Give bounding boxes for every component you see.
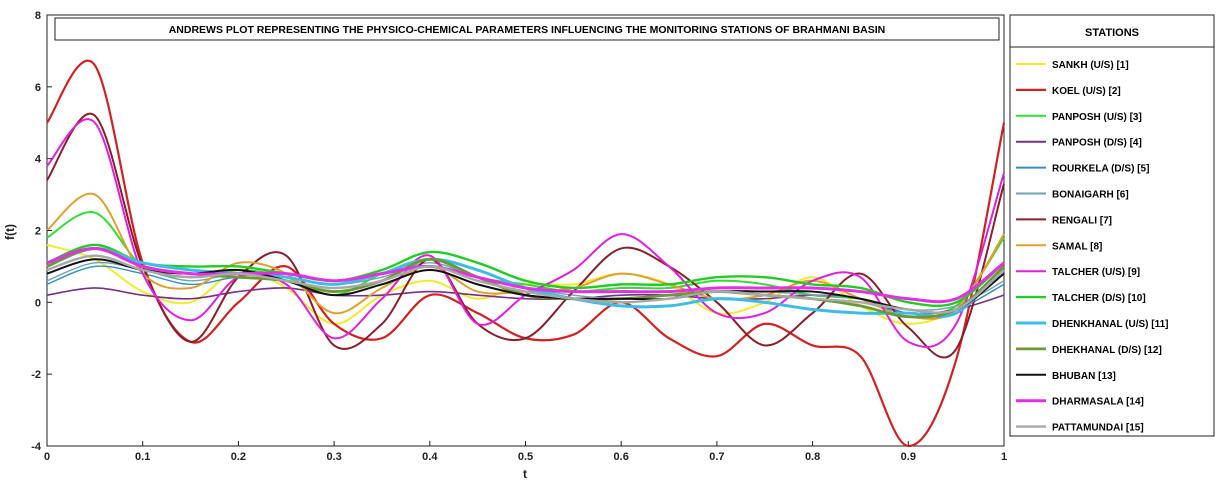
legend-item: PANPOSH (D/S) [4] bbox=[1016, 138, 1142, 149]
legend-item: KOEL (U/S) [2] bbox=[1016, 86, 1121, 97]
legend-label: TALCHER (D/S) [10] bbox=[1052, 293, 1146, 304]
x-tick-label: 0.3 bbox=[326, 451, 341, 463]
legend-label: PANPOSH (D/S) [4] bbox=[1052, 138, 1142, 149]
series-line-14 bbox=[46, 246, 1005, 304]
series-layer bbox=[46, 59, 1006, 448]
x-tick-label: 0.1 bbox=[135, 451, 150, 463]
legend-label: DHENKHANAL (U/S) [11] bbox=[1052, 319, 1169, 330]
legend-item: RENGALI [7] bbox=[1016, 215, 1112, 226]
plot-area bbox=[46, 14, 1005, 447]
y-tick-label: 0 bbox=[35, 297, 41, 309]
legend-label: ROURKELA (D/S) [5] bbox=[1052, 164, 1149, 175]
x-tick-label: 0.9 bbox=[901, 451, 916, 463]
legend-label: DHARMASALA [14] bbox=[1052, 397, 1144, 408]
x-tick-label: 1 bbox=[1001, 451, 1007, 463]
legend-label: PATTAMUNDAI [15] bbox=[1052, 423, 1144, 434]
legend-label: BHUBAN [13] bbox=[1052, 371, 1116, 382]
legend-item: DHEKHANAL (D/S) [12] bbox=[1016, 345, 1162, 356]
x-tick-label: 0.8 bbox=[805, 451, 820, 463]
x-tick-label: 0.6 bbox=[614, 451, 629, 463]
x-tick-label: 0 bbox=[44, 451, 50, 463]
legend-label: RENGALI [7] bbox=[1052, 215, 1112, 226]
y-axis-label: f(t) bbox=[3, 224, 17, 240]
legend-item: BONAIGARH [6] bbox=[1016, 190, 1129, 201]
y-tick-label: -2 bbox=[31, 369, 41, 381]
legend-label: SANKH (U/S) [1] bbox=[1052, 60, 1129, 71]
legend-item: BHUBAN [13] bbox=[1016, 371, 1116, 382]
legend-box bbox=[1009, 14, 1215, 437]
legend-item: DHARMASALA [14] bbox=[1016, 397, 1144, 408]
legend-item: TALCHER (D/S) [10] bbox=[1016, 293, 1146, 304]
chart-title: ANDREWS PLOT REPRESENTING THE PHYSICO-CH… bbox=[169, 24, 886, 36]
legend-item: PANPOSH (U/S) [3] bbox=[1016, 112, 1142, 123]
x-tick-label: 0.5 bbox=[518, 451, 533, 463]
series-line-15 bbox=[46, 254, 1005, 314]
y-tick-label: 8 bbox=[35, 10, 41, 22]
tick-layer: 0 0.1 0.2 0.3 0.4 0.5 0.6 0.7 0.8 0.9 1 -4 -2 0 2 4 6 8 bbox=[31, 10, 1007, 463]
legend-entries: SANKH (U/S) [1] KOEL (U/S) [2] PANPOSH (U/… bbox=[1016, 60, 1169, 434]
y-tick-label: 2 bbox=[35, 226, 41, 238]
legend-item: SAMAL [8] bbox=[1016, 241, 1102, 252]
legend-item: ROURKELA (D/S) [5] bbox=[1016, 164, 1149, 175]
legend-item: PATTAMUNDAI [15] bbox=[1016, 423, 1144, 434]
x-tick-label: 0.2 bbox=[231, 451, 246, 463]
series-line-7 bbox=[46, 112, 1005, 359]
legend-label: TALCHER (U/S) [9] bbox=[1052, 267, 1140, 278]
x-axis-label: t bbox=[523, 467, 527, 481]
y-tick-label: 4 bbox=[35, 154, 42, 166]
legend-label: SAMAL [8] bbox=[1052, 241, 1102, 252]
legend-item: SANKH (U/S) [1] bbox=[1016, 60, 1129, 71]
legend-label: DHEKHANAL (D/S) [12] bbox=[1052, 345, 1162, 356]
legend-item: TALCHER (U/S) [9] bbox=[1016, 267, 1140, 278]
series-line-10 bbox=[46, 243, 1005, 308]
legend-item: DHENKHANAL (U/S) [11] bbox=[1016, 319, 1169, 330]
legend-title: STATIONS bbox=[1085, 27, 1139, 39]
legend-label: BONAIGARH [6] bbox=[1052, 190, 1129, 201]
x-tick-label: 0.4 bbox=[422, 451, 438, 463]
x-tick-label: 0.7 bbox=[709, 451, 724, 463]
y-tick-label: 6 bbox=[35, 82, 41, 94]
title-box bbox=[54, 17, 1000, 41]
series-line-9 bbox=[46, 118, 1005, 348]
legend-label: KOEL (U/S) [2] bbox=[1052, 86, 1121, 97]
legend-label: PANPOSH (U/S) [3] bbox=[1052, 112, 1142, 123]
y-tick-label: -4 bbox=[31, 441, 42, 453]
